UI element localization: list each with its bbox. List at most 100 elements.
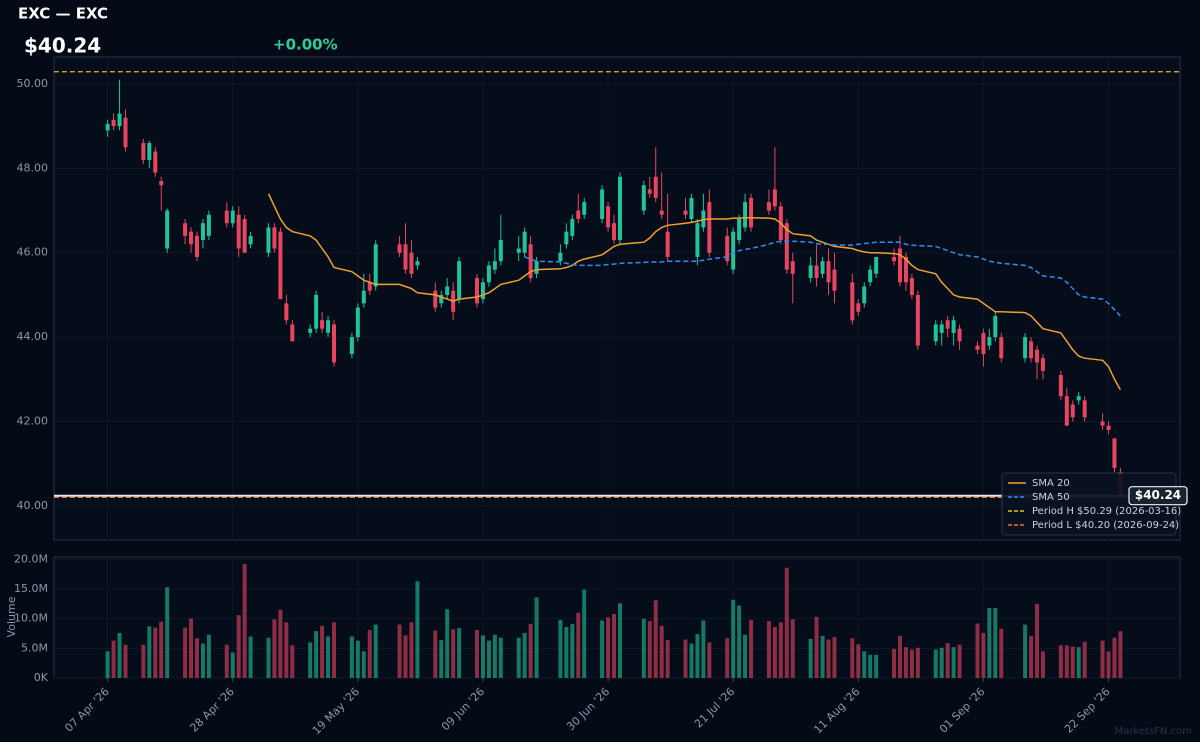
candle-body [486, 265, 491, 283]
volume-bar [403, 635, 408, 678]
volume-bar [772, 626, 777, 678]
volume-bar [653, 600, 658, 678]
y-tick-label: 42.00 [17, 414, 49, 427]
candle-body [1064, 396, 1069, 426]
candle-body [725, 235, 730, 262]
candle-body [999, 337, 1004, 359]
candle-body [284, 303, 289, 321]
volume-bar [790, 619, 795, 678]
candle-body [474, 278, 479, 304]
volume-bar [808, 638, 813, 678]
candle-body [612, 223, 617, 241]
volume-bar [516, 637, 521, 678]
candle-body [1029, 341, 1034, 359]
candle-body [278, 231, 283, 300]
candle-body [165, 210, 170, 249]
volume-bar [957, 644, 962, 678]
y-tick-label: 46.00 [17, 246, 49, 259]
candle-body [576, 210, 581, 219]
last-price: $40.24 [24, 34, 101, 58]
volume-bar [743, 634, 748, 678]
candle-body [743, 202, 748, 228]
volume-bar [451, 629, 456, 678]
candle-body [355, 307, 360, 338]
candle-body [820, 261, 825, 274]
volume-bar [165, 587, 170, 678]
volume-bar [242, 564, 247, 678]
candle-body [939, 324, 944, 333]
candle-body [153, 151, 158, 173]
volume-bar [981, 632, 986, 678]
candle-body [1058, 375, 1063, 397]
volume-bar [224, 644, 229, 678]
candle-body [403, 244, 408, 270]
candle-body [665, 231, 670, 257]
volume-bar [200, 643, 205, 678]
candle-body [147, 143, 152, 160]
volume-bar [641, 618, 646, 678]
candle-body [183, 223, 188, 236]
volume-bar [474, 629, 479, 678]
volume-bar [582, 589, 587, 678]
volume-bar [1058, 645, 1063, 678]
candle-body [653, 176, 658, 198]
candle-body [320, 320, 325, 329]
volume-bar [820, 635, 825, 678]
candle-body [117, 113, 122, 127]
volume-bar [749, 619, 754, 678]
candle-body [439, 294, 444, 304]
legend-label: Period H $50.29 (2026-03-16) [1032, 506, 1181, 517]
volume-bar [564, 626, 569, 678]
volume-bar [897, 635, 902, 678]
volume-bar [826, 639, 831, 678]
candle-body [332, 324, 337, 363]
volume-bar [725, 638, 730, 678]
volume-bar [1070, 646, 1075, 678]
candle-body [445, 286, 450, 295]
volume-bar [147, 626, 152, 678]
candle-body [897, 248, 902, 283]
candle-body [200, 223, 205, 241]
candle-body [230, 210, 235, 224]
candle-body [373, 244, 378, 287]
candle-body [457, 261, 462, 300]
volume-bar [183, 627, 188, 678]
volume-tick-label: 10.0M [14, 612, 48, 625]
legend-label: Period L $40.20 (2026-09-24) [1032, 520, 1179, 531]
volume-bar [397, 624, 402, 678]
volume-bar [558, 619, 563, 678]
candle-body [570, 218, 575, 236]
volume-bar [373, 624, 378, 678]
candle-body [981, 332, 986, 354]
sma-line [267, 193, 1122, 391]
candle-body [749, 197, 754, 228]
volume-bar [480, 635, 485, 678]
candle-body [582, 202, 587, 215]
volume-bar [707, 642, 712, 678]
candle-body [892, 256, 897, 262]
candle-body [874, 256, 879, 274]
price-change: +0.00% [273, 36, 338, 54]
candle-body [808, 265, 813, 279]
volume-bar [498, 637, 503, 678]
candle-body [766, 202, 771, 211]
volume-bar [522, 632, 527, 678]
sma-line [524, 240, 1121, 317]
volume-bar [647, 621, 652, 678]
candle-body [564, 231, 569, 245]
candle-body [707, 202, 712, 253]
volume-bar [433, 630, 438, 678]
volume-bar [290, 645, 295, 678]
candle-body [903, 256, 908, 283]
volume-bar [486, 640, 491, 678]
volume-bar [278, 609, 283, 678]
candle-body [266, 227, 271, 253]
candle-body [111, 119, 116, 127]
candle-body [1023, 337, 1028, 359]
candle-body [290, 324, 295, 342]
volume-bar [695, 634, 700, 678]
candle-body [409, 252, 414, 274]
volume-bar [445, 609, 450, 678]
candle-body [522, 231, 527, 253]
volume-bar [903, 647, 908, 678]
